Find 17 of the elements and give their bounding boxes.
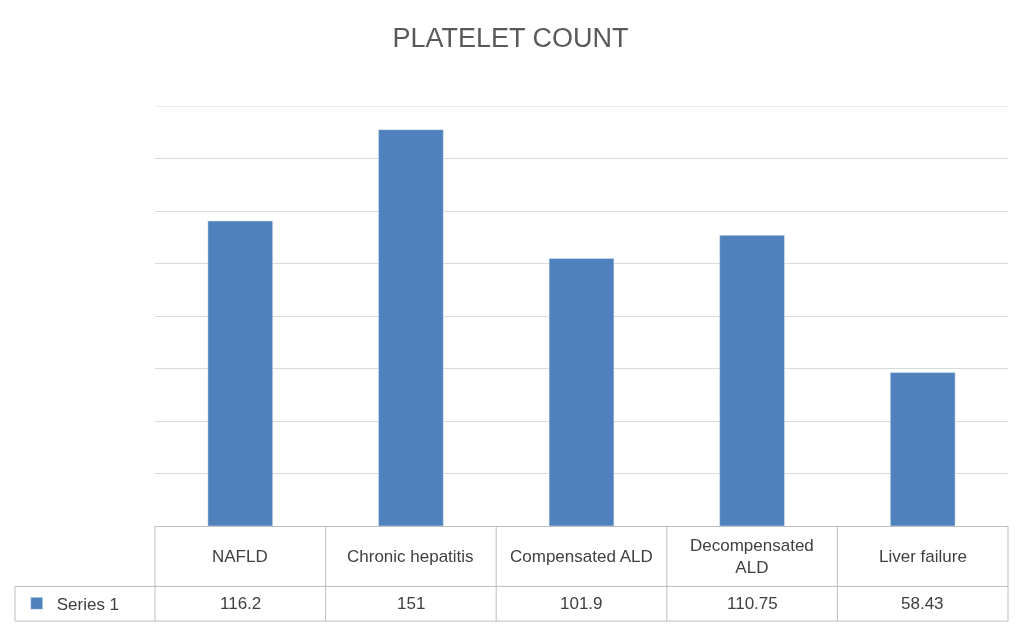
legend-label: Series 1 (56, 594, 120, 614)
bar (890, 372, 956, 526)
x-tick-label: Chronic hepatitis (347, 547, 474, 566)
data-label: 58.43 (901, 594, 944, 613)
bar (378, 129, 444, 526)
chart-title: PLATELET COUNT (392, 23, 629, 54)
data-label: 101.9 (560, 594, 603, 613)
data-label: 151 (397, 594, 426, 613)
x-tick-label: Decompensated ALD (690, 536, 814, 578)
data-label: 116.2 (220, 594, 262, 613)
bar (719, 235, 785, 526)
bar (548, 258, 615, 526)
bar (207, 220, 273, 526)
x-tick-label: Compensated ALD (510, 547, 653, 566)
data-label: 110.75 (727, 594, 778, 613)
x-tick-label: Liver failure (879, 547, 967, 566)
x-tick-label: NAFLD (212, 547, 268, 566)
